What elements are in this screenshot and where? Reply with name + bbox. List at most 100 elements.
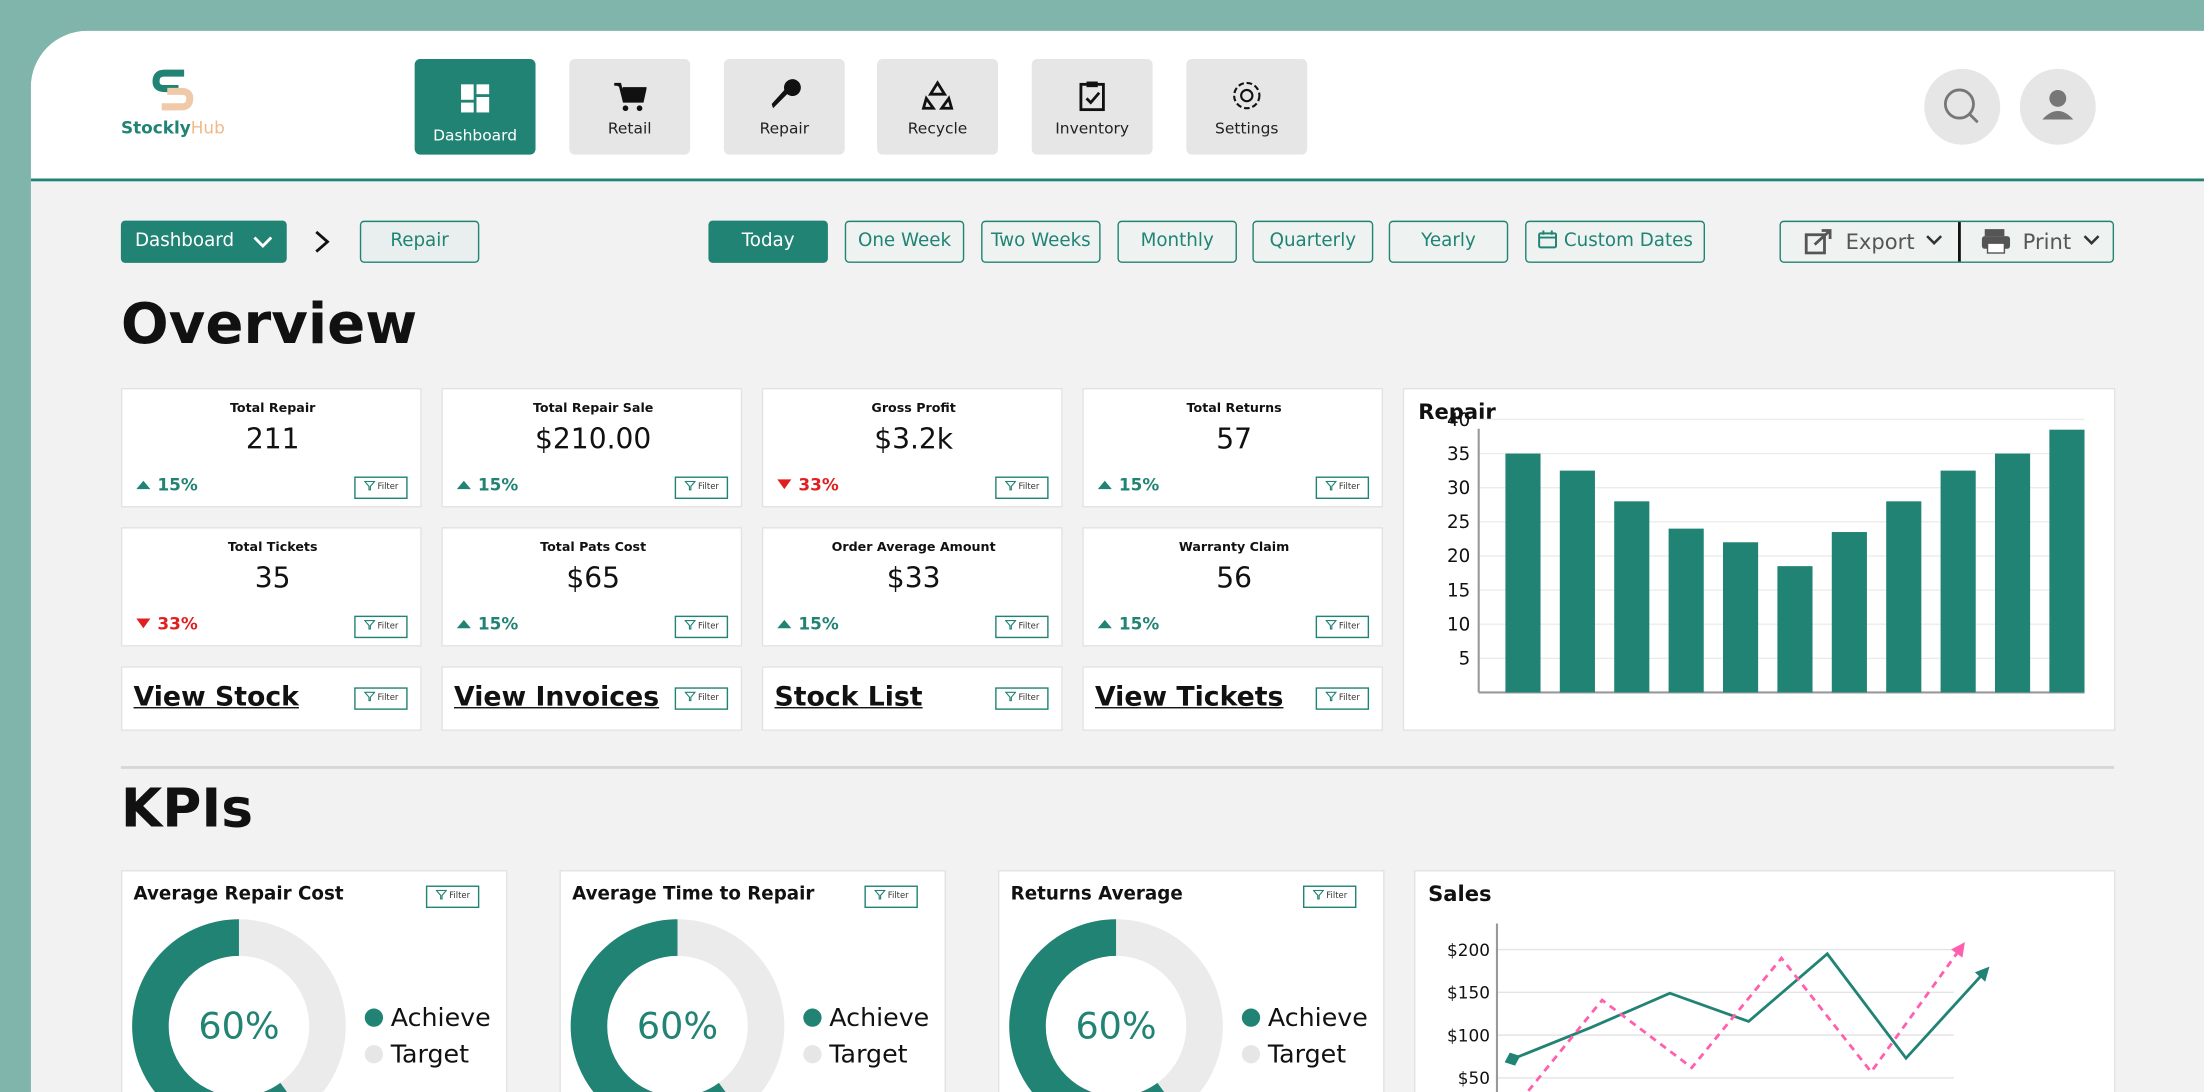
range-button[interactable]: Yearly	[1388, 220, 1509, 263]
profile-button[interactable]	[2019, 68, 2096, 145]
filter-button[interactable]: Filter	[1315, 687, 1370, 710]
kpi-card: Total Returns 57 15% Filter	[1082, 387, 1384, 508]
filter-label: Filter	[449, 891, 471, 901]
icon	[1537, 230, 1557, 249]
card-change: 15%	[455, 614, 518, 634]
icon	[1097, 480, 1112, 490]
breadcrumb-child[interactable]: Repair	[359, 220, 480, 263]
icon	[873, 889, 886, 900]
icon	[1079, 81, 1105, 112]
action-button[interactable]: Export	[1781, 222, 1961, 262]
icon	[456, 480, 471, 490]
icon	[683, 480, 696, 491]
filter-button[interactable]: Filter	[995, 687, 1049, 710]
nav-label: Inventory	[1055, 119, 1130, 138]
change-value: 15%	[477, 475, 519, 495]
change-value: 15%	[477, 614, 519, 634]
range-button[interactable]: Monthly	[1117, 220, 1237, 263]
change-value: 33%	[157, 614, 198, 634]
icon	[1324, 480, 1337, 491]
action-button[interactable]: Print	[1961, 222, 2116, 261]
kpi-card: Warranty Claim 56 15% Filter	[1082, 527, 1384, 647]
card-change: 15%	[776, 614, 839, 634]
nav-button[interactable]: Dashboard	[414, 59, 536, 155]
icon	[1003, 480, 1017, 491]
link[interactable]: Stock List	[774, 681, 923, 713]
range-button[interactable]: One Week	[844, 220, 965, 263]
card-label: Warranty Claim	[1178, 541, 1290, 556]
range-label: Yearly	[1421, 230, 1476, 252]
icon	[1943, 88, 1979, 124]
search-button[interactable]	[1924, 68, 2001, 145]
icon	[362, 691, 376, 702]
chart-panel: Repair	[1402, 387, 2116, 731]
filter-button[interactable]: Filter	[425, 885, 480, 909]
action-label: Export	[1845, 229, 1915, 255]
filter-button[interactable]: Filter	[674, 615, 729, 639]
icon	[1981, 229, 2011, 254]
link[interactable]: View Tickets	[1094, 681, 1284, 713]
card-label: Total Returns	[1186, 402, 1282, 417]
filter-button[interactable]: Filter	[1303, 885, 1357, 909]
filter-button[interactable]: Filter	[354, 687, 408, 710]
donut-title: Average Repair Cost	[133, 884, 344, 906]
filter-button[interactable]: Filter	[1315, 476, 1370, 499]
chart-title: Sales	[1428, 881, 1492, 907]
nav-button[interactable]: Repair	[723, 59, 845, 155]
card-value: $3.2k	[874, 421, 954, 456]
breadcrumb-dropdown[interactable]: Dashboard	[120, 220, 287, 263]
filter-label: Filter	[377, 692, 399, 703]
donut-panel: Returns Average Filter	[997, 870, 1385, 1092]
nav-button[interactable]: Retail	[569, 59, 691, 155]
card-change: 15%	[455, 475, 518, 495]
nav-button[interactable]: Settings	[1186, 59, 1308, 155]
filter-button[interactable]: Filter	[674, 687, 729, 710]
card-label: Gross Profit	[871, 402, 956, 417]
card-value: $33	[886, 560, 941, 595]
icon	[152, 69, 194, 111]
divider	[120, 766, 2115, 769]
range-button[interactable]: Custom Dates	[1525, 220, 1706, 263]
link[interactable]: View Stock	[133, 681, 299, 713]
filter-button[interactable]: Filter	[674, 476, 729, 499]
nav-button[interactable]: Inventory	[1031, 59, 1153, 155]
icon	[434, 889, 447, 900]
filter-label: Filter	[697, 621, 719, 632]
filter-label: Filter	[887, 891, 909, 901]
nav-label: Settings	[1215, 119, 1279, 138]
range-label: Two Weeks	[991, 230, 1091, 252]
link[interactable]: View Invoices	[454, 681, 660, 713]
icon	[1926, 235, 1943, 245]
filter-button[interactable]: Filter	[995, 615, 1049, 639]
range-button[interactable]: Today	[708, 220, 828, 263]
range-label: Custom Dates	[1563, 230, 1693, 252]
breadcrumb-separator-icon	[312, 223, 334, 260]
card-label: Order Average Amount	[831, 541, 996, 556]
card-label: Total Pats Cost	[540, 541, 647, 556]
kpi-card: Gross Profit $3.2k 33% Filter	[761, 387, 1063, 508]
card-value: $65	[566, 560, 621, 595]
link-card: Stock List Filter	[761, 666, 1063, 731]
card-label: Total Tickets	[227, 541, 318, 556]
link-card: View Tickets Filter	[1082, 666, 1384, 731]
filter-button[interactable]: Filter	[864, 885, 918, 909]
icon	[1324, 691, 1337, 702]
donut-panel: Average Time to Repair Filter	[559, 870, 946, 1092]
filter-button[interactable]: Filter	[995, 476, 1049, 499]
filter-button[interactable]: Filter	[354, 476, 408, 499]
card-change: 33%	[776, 475, 839, 495]
card-change: 15%	[1096, 475, 1159, 495]
filter-button[interactable]: Filter	[354, 615, 408, 639]
range-label: Quarterly	[1269, 230, 1357, 252]
card-change: 15%	[135, 475, 198, 495]
range-button[interactable]: Two Weeks	[981, 220, 1101, 263]
filter-label: Filter	[697, 692, 719, 703]
filter-button[interactable]: Filter	[1315, 615, 1370, 639]
range-label: One Week	[857, 230, 952, 252]
filter-label: Filter	[377, 621, 399, 632]
filter-label: Filter	[377, 482, 399, 492]
change-value: 15%	[157, 475, 198, 495]
nav-button[interactable]: Recycle	[877, 59, 998, 155]
range-button[interactable]: Quarterly	[1252, 220, 1374, 263]
